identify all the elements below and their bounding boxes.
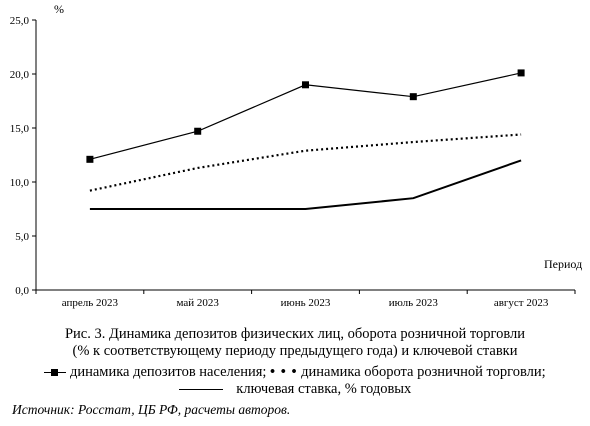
legend-key-rate-label: ключевая ставка, % годовых (236, 381, 412, 398)
x-tick-label: июль 2023 (389, 297, 439, 309)
series-1-point (302, 81, 309, 89)
legend-deposits-symbol (44, 368, 67, 378)
figure-caption: Рис. 3. Динамика депозитов физических ли… (0, 326, 590, 360)
x-axis-title: Период (544, 257, 582, 271)
legend-key-rate-symbol (178, 389, 223, 391)
y-tick-label: 20,0 (10, 69, 30, 81)
legend-row-2: ключевая ставка, % годовых (0, 381, 590, 398)
line-chart: 0,0 5,0 10,0 15,0 20,0 25,0 апрель 2023 май 202… (10, 2, 582, 309)
x-tick-label: июнь 2023 (281, 297, 331, 309)
y-tick-label: 5,0 (15, 231, 29, 243)
series-1-point (86, 155, 94, 163)
legend-row-1: динамика депозитов населения; • • • дина… (0, 364, 590, 381)
legend-deposits-label: динамика депозитов населения; (69, 364, 267, 381)
y-tick-label: 0,0 (15, 285, 29, 297)
caption-line-2: (% к соответствующему периоду предыдущег… (72, 343, 518, 359)
x-tick-label: май 2023 (176, 297, 219, 309)
series-1-point (517, 69, 525, 77)
x-tick-label: апрель 2023 (62, 297, 119, 309)
legend-retail-symbol: • • • (270, 364, 298, 381)
x-tick-label: август 2023 (494, 297, 549, 309)
series-1-point (409, 93, 417, 101)
caption-line-1: Рис. 3. Динамика депозитов физических ли… (64, 326, 526, 342)
legend-retail-label: динамика оборота розничной торговли; (301, 364, 546, 381)
series-1-point (194, 127, 202, 135)
y-unit-label: % (54, 2, 64, 16)
y-tick-label: 15,0 (10, 123, 30, 135)
series-line-3 (89, 159, 522, 210)
chart-series (86, 69, 525, 210)
y-tick-label: 25,0 (10, 15, 30, 27)
y-tick-label: 10,0 (10, 177, 30, 189)
source-note: Источник: Росстат, ЦБ РФ, расчеты авторо… (12, 402, 291, 417)
chart-axes: 0,0 5,0 10,0 15,0 20,0 25,0 апрель 2023 май 202… (10, 15, 576, 309)
